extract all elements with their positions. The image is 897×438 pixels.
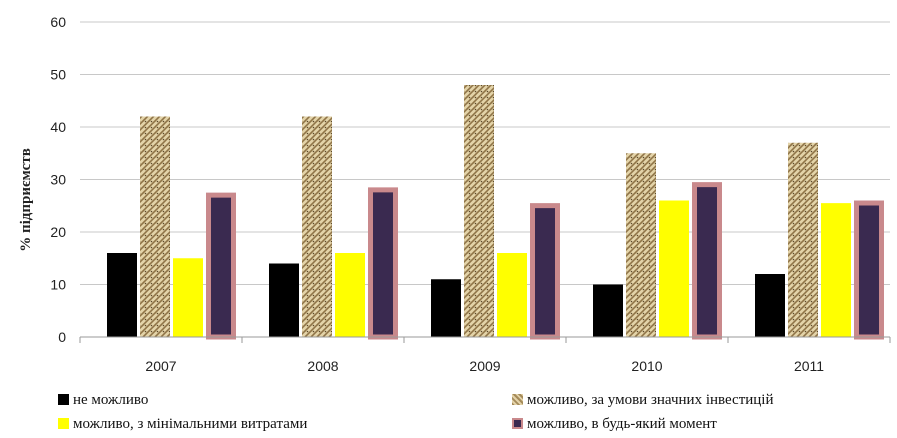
x-tick-label: 2008 — [307, 358, 338, 374]
bar-2008-series-2 — [302, 116, 332, 337]
bars — [107, 85, 884, 340]
bar-2009-series-4 — [530, 203, 560, 340]
bar-2007-series-1 — [107, 253, 137, 337]
bar-2007-series-2 — [140, 116, 170, 337]
y-tick-label: 10 — [50, 277, 66, 293]
bar-2011-series-1 — [755, 274, 785, 337]
y-tick-label: 0 — [58, 329, 66, 345]
bar-2008-series-3 — [335, 253, 365, 337]
x-tick-label: 2009 — [469, 358, 500, 374]
legend-label-not-possible: не можливо — [73, 392, 149, 408]
x-tick-label: 2007 — [145, 358, 176, 374]
x-tick-label: 2011 — [794, 358, 824, 374]
bar-2007-series-3 — [173, 258, 203, 337]
legend-item-not-possible: не можливо — [58, 392, 148, 409]
x-tick-label: 2010 — [631, 358, 662, 374]
legend-item-minimal-cost: можливо, з мінімальними витратами — [58, 416, 307, 433]
legend-label-any-time: можливо, в будь-який момент — [527, 416, 717, 432]
legend-label-significant-investment: можливо, за умови значних інвестицій — [527, 392, 774, 408]
bar-2010-series-1 — [593, 284, 623, 337]
legend-swatch-minimal-cost — [58, 418, 69, 429]
y-tick-label: 40 — [50, 119, 66, 135]
bar-2010-series-2 — [626, 153, 656, 337]
bar-2010-series-3 — [659, 200, 689, 337]
legend-item-significant-investment: можливо, за умови значних інвестицій — [512, 392, 774, 409]
bar-2007-series-4 — [206, 192, 236, 340]
bar-2011-series-2 — [788, 142, 818, 337]
y-tick-label: 30 — [50, 172, 66, 188]
y-tick-label: 20 — [50, 224, 66, 240]
bar-2009-series-3 — [497, 253, 527, 337]
legend-label-minimal-cost: можливо, з мінімальними витратами — [73, 416, 308, 432]
legend-swatch-not-possible — [58, 394, 69, 405]
bar-2008-series-1 — [269, 263, 299, 337]
legend-swatch-significant-investment — [512, 394, 523, 405]
bar-2011-series-4 — [854, 200, 884, 340]
y-tick-label: 60 — [50, 14, 66, 30]
y-axis-label: % підприємств — [18, 148, 34, 252]
axes: 0 10 20 30 40 50 60 2007 2008 2009 2010 2011 — [50, 14, 891, 374]
bar-2009-series-2 — [464, 85, 494, 337]
y-tick-label: 50 — [50, 67, 66, 83]
bar-2009-series-1 — [431, 279, 461, 337]
legend-swatch-any-time — [512, 418, 523, 429]
legend-item-any-time: можливо, в будь-який момент — [512, 416, 717, 433]
bar-2011-series-3 — [821, 203, 851, 337]
bar-2010-series-4 — [692, 182, 722, 340]
bar-2008-series-4 — [368, 187, 398, 340]
